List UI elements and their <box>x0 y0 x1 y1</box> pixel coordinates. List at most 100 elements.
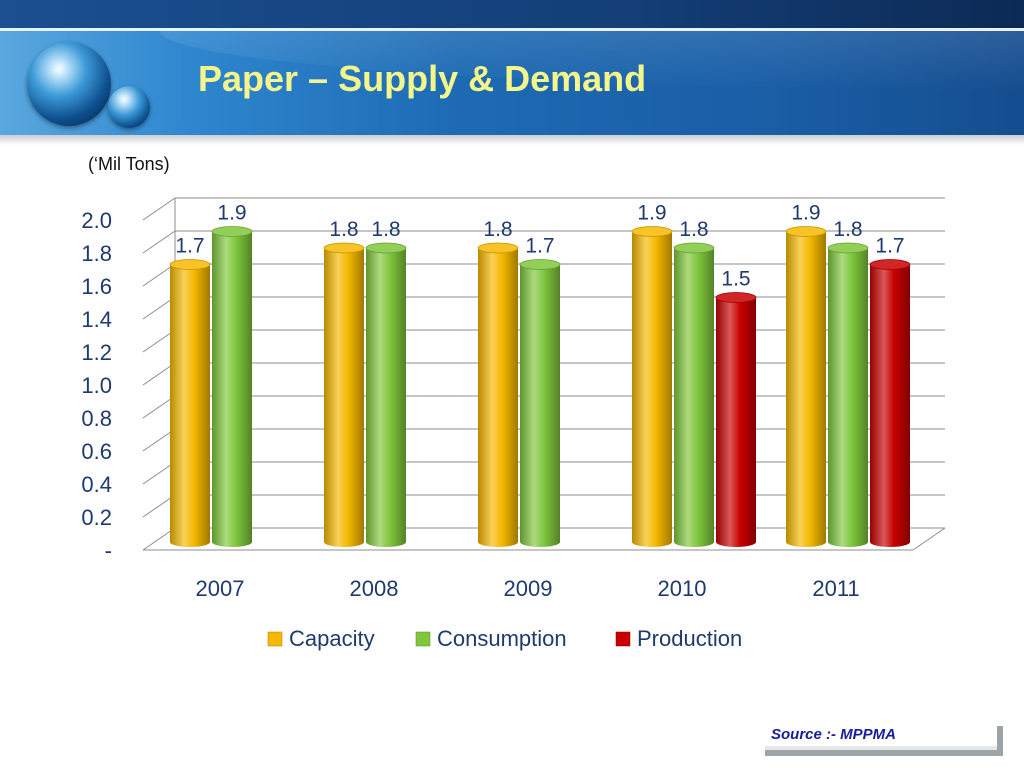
bar-capacity-2008 <box>323 242 365 547</box>
y-tick-label: 1.6 <box>81 274 112 299</box>
source-box: Source :- MPPMA <box>765 726 1003 756</box>
gridline-depth <box>142 230 176 254</box>
gridline-depth <box>142 395 176 419</box>
bar-consumption-2007 <box>211 226 253 547</box>
data-label: 1.8 <box>371 218 400 241</box>
bar-top <box>323 242 365 254</box>
legend-label: Consumption <box>437 626 567 651</box>
bar-top <box>785 226 827 237</box>
bar-body <box>786 231 826 547</box>
bar-consumption-2009 <box>519 259 561 547</box>
bar-top <box>673 242 715 254</box>
bar-body <box>170 264 210 547</box>
y-tick-label: 0.4 <box>81 472 112 497</box>
bar-body <box>716 297 756 547</box>
bar-top <box>715 292 757 303</box>
y-tick-label: 0.8 <box>81 406 112 431</box>
chart-bars <box>169 226 911 547</box>
legend-swatch <box>415 631 431 647</box>
bar-top <box>827 242 869 254</box>
bar-body <box>632 231 672 547</box>
legend-item-consumption: Consumption <box>415 626 567 651</box>
bar-consumption-2010 <box>673 242 715 547</box>
floor-right-edge <box>912 527 946 551</box>
data-label: 1.9 <box>637 202 666 225</box>
bar-top <box>519 259 561 270</box>
y-tick-label: 1.4 <box>81 307 112 332</box>
data-label: 1.5 <box>721 268 750 291</box>
bar-body <box>324 248 364 547</box>
x-tick-label: 2007 <box>196 576 245 601</box>
globe-logo-small-icon <box>108 86 150 128</box>
data-label: 1.8 <box>679 218 708 241</box>
slide-title: Paper – Supply & Demand <box>198 58 647 99</box>
data-label: 1.7 <box>525 235 554 258</box>
y-tick-label: 1.2 <box>81 340 112 365</box>
bar-capacity-2007 <box>169 259 211 547</box>
header-shadow <box>0 135 1024 145</box>
data-labels: 1.7 1.9 1.8 1.8 1.8 1.7 1.9 1.8 1.5 1.9 1.8 1.7 <box>175 202 904 291</box>
bar-top <box>365 242 407 254</box>
x-tick-label: 2008 <box>350 576 399 601</box>
bar-production-2011 <box>869 259 911 547</box>
bar-top <box>211 226 253 237</box>
y-tick-label: - <box>105 538 112 563</box>
bar-body <box>828 248 868 547</box>
header-top-band <box>0 0 1024 28</box>
y-tick-label: 0.2 <box>81 505 112 530</box>
gridline-depth <box>142 296 176 320</box>
bar-consumption-2011 <box>827 242 869 547</box>
data-label: 1.8 <box>483 218 512 241</box>
y-tick-label: 1.8 <box>81 241 112 266</box>
bar-top <box>477 242 519 254</box>
bar-body <box>870 264 910 547</box>
bar-production-2010 <box>715 292 757 547</box>
slide-header <box>0 0 1024 135</box>
legend-item-capacity: Capacity <box>267 626 375 651</box>
bar-capacity-2010 <box>631 226 673 547</box>
gridline-depth <box>142 527 176 551</box>
legend-swatch <box>267 631 283 647</box>
data-label: 1.8 <box>329 218 358 241</box>
x-axis: 2007 2008 2009 2010 2011 <box>196 576 860 601</box>
bar-capacity-2009 <box>477 242 519 547</box>
unit-label: (‘Mil Tons) <box>88 154 170 174</box>
y-tick-label: 0.6 <box>81 439 112 464</box>
y-tick-label: 2.0 <box>81 208 112 233</box>
bar-body <box>520 264 560 547</box>
gridline-depth <box>142 494 176 518</box>
x-tick-label: 2011 <box>812 576 859 601</box>
gridline-depth <box>142 362 176 386</box>
bar-body <box>366 248 406 547</box>
legend-item-production: Production <box>615 626 742 651</box>
x-tick-label: 2009 <box>504 576 553 601</box>
bar-body <box>674 248 714 547</box>
bar-body <box>478 248 518 547</box>
y-tick-label: 1.0 <box>81 373 112 398</box>
header-main-band <box>0 31 1024 135</box>
gridline-depth <box>142 329 176 353</box>
gridline-depth <box>142 197 176 221</box>
header-divider-line <box>0 28 1024 31</box>
data-label: 1.7 <box>875 235 904 258</box>
data-label: 1.9 <box>791 202 820 225</box>
chart-legend: Capacity Consumption Production <box>267 626 742 651</box>
legend-swatch <box>615 631 631 647</box>
bar-top <box>169 259 211 270</box>
data-label: 1.7 <box>175 235 204 258</box>
gridline-depth <box>142 263 176 287</box>
globe-logo-large-icon <box>27 42 111 126</box>
bar-capacity-2011 <box>785 226 827 547</box>
gridline-depth <box>142 461 176 485</box>
bar-consumption-2008 <box>365 242 407 547</box>
bar-top <box>869 259 911 270</box>
data-label: 1.9 <box>217 202 246 225</box>
bar-top <box>631 226 673 237</box>
y-axis: - 0.2 0.4 0.6 0.8 1.0 1.2 1.4 1.6 1.8 2.0 <box>81 208 112 563</box>
x-tick-label: 2010 <box>658 576 707 601</box>
data-label: 1.8 <box>833 218 862 241</box>
gridline-depth <box>142 428 176 452</box>
legend-label: Capacity <box>289 626 375 651</box>
bar-body <box>212 231 252 547</box>
